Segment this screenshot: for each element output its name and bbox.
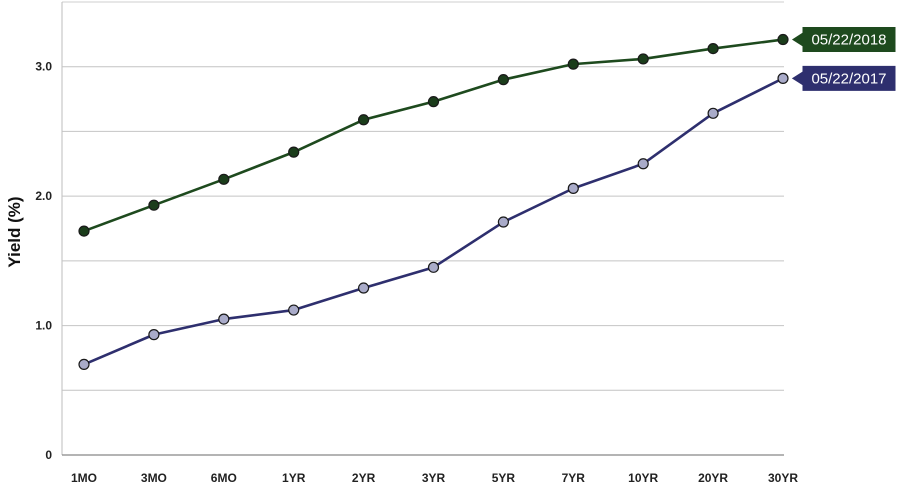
data-point[interactable] [358, 114, 370, 126]
x-tick-label: 2YR [352, 471, 376, 485]
x-tick-label: 10YR [628, 471, 658, 485]
x-tick-label: 30YR [768, 471, 798, 485]
data-point[interactable] [637, 158, 649, 170]
data-point[interactable] [218, 313, 230, 325]
series-tag-label: 05/22/2017 [811, 70, 886, 87]
data-point[interactable] [497, 74, 509, 86]
grid-layer [61, 1, 784, 456]
data-point[interactable] [78, 225, 90, 237]
data-point[interactable] [567, 58, 579, 70]
x-tick-label: 3MO [141, 471, 167, 485]
series-line [82, 38, 785, 233]
series-layer [78, 33, 789, 370]
series-tag-background [790, 64, 897, 92]
data-point[interactable] [358, 282, 370, 294]
series-end-tag: 05/22/2017 [790, 64, 897, 92]
data-point[interactable] [288, 146, 300, 158]
data-point[interactable] [148, 329, 160, 341]
data-point[interactable] [497, 216, 509, 228]
x-tick-label: 1YR [282, 471, 306, 485]
y-tick-label: 1.0 [35, 319, 52, 333]
data-point[interactable] [288, 304, 300, 316]
y-tick-label: 3.0 [35, 60, 52, 74]
data-point[interactable] [707, 42, 719, 55]
data-point[interactable] [777, 33, 789, 46]
legend-tags: 05/22/2018 05/22/2017 [790, 26, 897, 92]
data-point[interactable] [218, 173, 230, 185]
series-tag-label: 05/22/2018 [811, 32, 886, 49]
data-point[interactable] [148, 199, 160, 211]
y-axis-label: Yield (%) [5, 196, 24, 267]
x-tick-label: 7YR [562, 471, 586, 485]
data-point[interactable] [777, 72, 789, 84]
y-tick-label: 2.0 [35, 189, 52, 203]
series-tag-background [790, 26, 897, 54]
x-tick-label: 3YR [422, 471, 446, 485]
data-point[interactable] [637, 53, 649, 65]
data-point[interactable] [567, 182, 579, 194]
axis-layer: 0 1.0 2.0 3.0 1MO 3MO 6MO 1YR 2YR 3YR 5YR 7YR 10YR 20… [35, 60, 798, 485]
x-tick-label: 5YR [492, 471, 516, 485]
data-point[interactable] [707, 107, 719, 119]
data-point[interactable] [78, 358, 90, 370]
data-point[interactable] [427, 96, 440, 108]
y-tick-label: 0 [45, 448, 52, 462]
x-tick-label: 1MO [71, 471, 97, 485]
x-tick-label: 6MO [211, 471, 237, 485]
x-tick-label: 20YR [698, 471, 728, 485]
series-end-tag: 05/22/2018 [790, 26, 897, 54]
series-line [82, 77, 785, 366]
data-point[interactable] [427, 261, 440, 273]
